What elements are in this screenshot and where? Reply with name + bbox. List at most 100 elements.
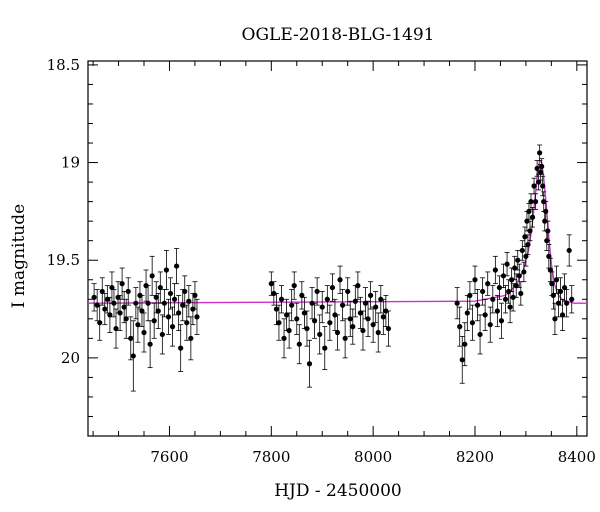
data-point (309, 287, 315, 320)
point-marker (378, 296, 384, 302)
data-point (153, 281, 159, 314)
data-point (97, 304, 103, 341)
point-marker (367, 292, 374, 298)
data-point (345, 277, 351, 306)
data-point (157, 271, 163, 304)
data-point (490, 285, 496, 314)
point-marker (547, 267, 553, 273)
data-point (184, 304, 190, 341)
point-marker (109, 284, 115, 291)
point-marker (373, 304, 379, 310)
point-marker (362, 300, 369, 306)
data-point (271, 281, 277, 306)
point-marker (515, 257, 521, 263)
point-marker (561, 284, 568, 291)
point-marker (357, 310, 364, 316)
point-marker (186, 298, 192, 304)
point-marker (178, 345, 184, 351)
point-marker (498, 318, 505, 324)
point-marker (180, 302, 186, 308)
point-marker (309, 300, 315, 306)
point-marker (559, 312, 566, 318)
data-point (102, 293, 108, 326)
data-point (545, 220, 551, 242)
point-marker (347, 316, 353, 322)
point-marker (327, 320, 333, 326)
point-marker (184, 320, 190, 326)
point-marker (276, 320, 282, 326)
point-marker (464, 310, 470, 316)
point-marker (477, 331, 483, 338)
data-point (525, 234, 531, 255)
data-point (559, 298, 566, 331)
data-point (286, 312, 292, 349)
y-tick-label: 18.5 (47, 56, 80, 74)
data-point (546, 244, 552, 269)
data-point (115, 281, 121, 314)
data-point (273, 293, 279, 326)
data-point (378, 285, 384, 314)
point-marker (139, 308, 145, 314)
point-marker (528, 199, 534, 205)
point-marker (494, 308, 500, 314)
point-marker (543, 208, 549, 214)
point-marker (496, 284, 503, 291)
point-marker (519, 247, 525, 254)
data-point (515, 250, 521, 271)
x-tick-label: 7800 (252, 448, 290, 466)
data-point (314, 277, 320, 306)
data-point (173, 248, 180, 285)
data-point (317, 314, 323, 355)
point-marker (317, 331, 323, 338)
point-marker (115, 294, 121, 300)
data-point (194, 298, 200, 335)
point-marker (457, 324, 463, 330)
data-point (526, 203, 532, 220)
point-marker (532, 199, 539, 205)
data-point (339, 289, 346, 322)
data-point (513, 273, 519, 298)
data-point (498, 302, 505, 339)
point-marker (104, 296, 110, 302)
point-marker (521, 269, 527, 275)
data-point (487, 306, 493, 343)
data-point (472, 265, 478, 294)
data-point (322, 326, 328, 370)
point-marker (345, 288, 351, 295)
point-marker (286, 327, 292, 334)
point-marker (107, 312, 113, 318)
data-point (477, 314, 483, 355)
data-point (566, 234, 572, 267)
data-point (117, 294, 123, 331)
point-marker (151, 318, 157, 324)
data-point (294, 302, 300, 335)
data-point (111, 289, 117, 318)
data-point (130, 320, 136, 392)
data-point (296, 324, 302, 365)
point-marker (163, 267, 170, 273)
point-marker (135, 322, 141, 328)
point-marker (99, 288, 105, 295)
point-marker (306, 361, 313, 367)
point-marker (504, 261, 510, 267)
x-tick-label: 8200 (456, 448, 494, 466)
point-marker (531, 183, 537, 189)
point-marker (385, 325, 392, 332)
point-marker (474, 302, 481, 308)
data-point (355, 271, 361, 300)
point-marker (153, 294, 159, 300)
point-marker (487, 322, 493, 328)
point-marker (125, 288, 131, 295)
point-marker (194, 314, 200, 320)
point-marker (342, 335, 348, 341)
point-marker (355, 283, 361, 289)
data-point (552, 302, 558, 335)
data-point (521, 261, 527, 283)
point-marker (350, 324, 356, 330)
point-marker (337, 277, 343, 283)
point-marker (314, 288, 320, 295)
data-point (329, 273, 336, 302)
data-point (147, 320, 153, 369)
point-marker (492, 267, 498, 273)
